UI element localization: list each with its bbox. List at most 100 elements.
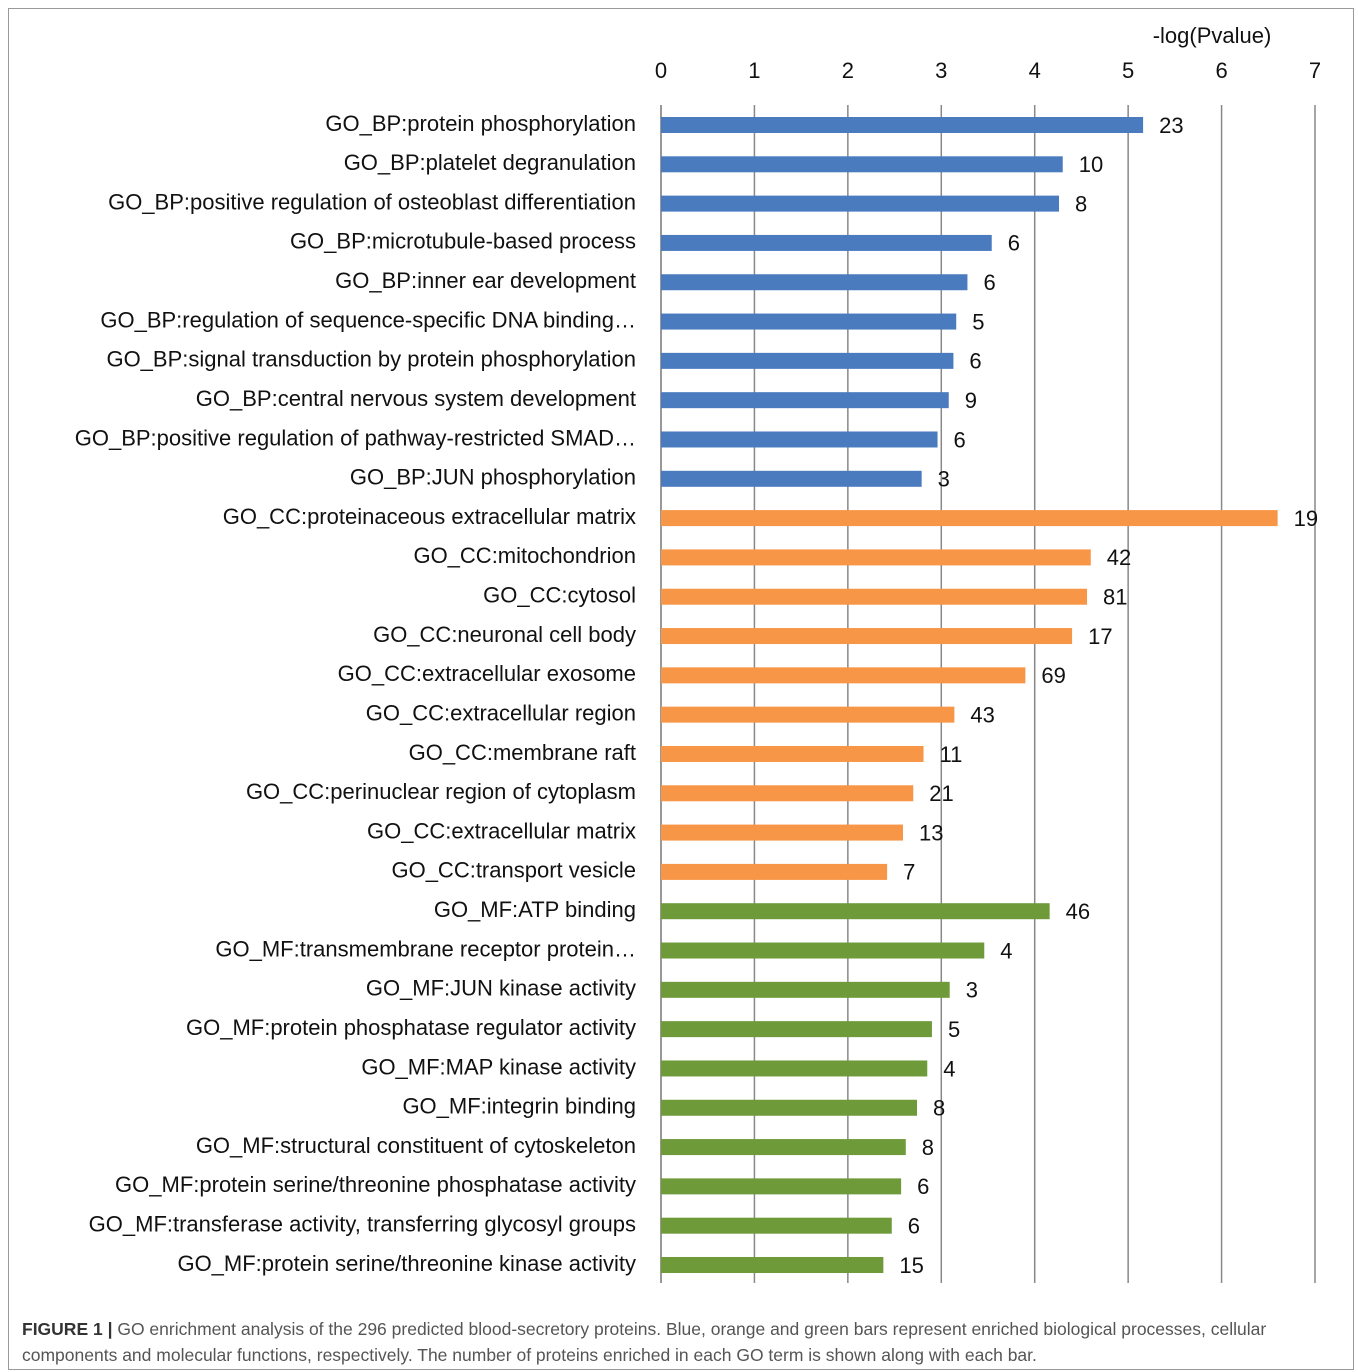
bar (661, 1021, 932, 1038)
x-tick-label: 5 (1122, 58, 1134, 83)
y-tick-label: GO_MF:protein serine/threonine kinase ac… (177, 1251, 636, 1276)
count-label: 8 (1075, 191, 1087, 216)
y-tick-label: GO_BP:regulation of sequence-specific DN… (100, 307, 636, 332)
count-label: 15 (899, 1253, 923, 1278)
y-tick-label: GO_MF:MAP kinase activity (361, 1054, 636, 1079)
y-tick-label: GO_MF:integrin binding (402, 1094, 636, 1119)
bar (661, 510, 1278, 527)
y-tick-label: GO_BP:positive regulation of osteoblast … (108, 189, 636, 214)
count-label: 13 (919, 820, 943, 845)
x-axis-title: -log(Pvalue) (1153, 23, 1272, 48)
bar (661, 942, 985, 959)
y-tick-label: GO_CC:cytosol (483, 583, 636, 608)
bar (661, 863, 888, 880)
x-tick-label: 7 (1309, 58, 1321, 83)
bar (661, 1060, 928, 1077)
bar (661, 431, 938, 448)
count-label: 23 (1159, 113, 1183, 138)
y-tick-label: GO_BP:platelet degranulation (344, 150, 636, 175)
bar (661, 785, 914, 802)
caption: FIGURE 1 | GO enrichment analysis of the… (22, 1316, 1322, 1368)
bar (661, 628, 1073, 645)
count-label: 19 (1294, 506, 1318, 531)
bar (661, 156, 1063, 173)
bar (661, 1257, 884, 1273)
bar (661, 903, 1050, 920)
x-tick-label: 2 (842, 58, 854, 83)
y-tick-label: GO_BP:positive regulation of pathway-res… (75, 425, 636, 450)
chart: -log(Pvalue) 0 1 2 3 4 5 6 7GO_BP:protein phosp… (75, 23, 1321, 1283)
y-tick-label: GO_MF:protein phosphatase regulator acti… (186, 1015, 636, 1040)
y-tick-label: GO_MF:ATP binding (434, 897, 636, 922)
y-tick-label: GO_MF:transmembrane receptor protein… (215, 936, 636, 961)
count-label: 3 (938, 467, 950, 492)
count-label: 42 (1107, 545, 1131, 570)
bar (661, 1099, 917, 1116)
y-tick-label: GO_BP:microtubule-based process (290, 229, 636, 254)
bar (661, 1139, 906, 1156)
bar (661, 392, 949, 409)
count-label: 6 (1008, 231, 1020, 256)
count-label: 8 (922, 1135, 934, 1160)
bar (661, 824, 903, 841)
y-tick-label: GO_MF:protein serine/threonine phosphata… (115, 1172, 636, 1197)
count-label: 17 (1088, 624, 1112, 649)
count-label: 5 (948, 1017, 960, 1042)
y-tick-label: GO_BP:protein phosphorylation (325, 111, 636, 136)
count-label: 11 (940, 742, 963, 767)
y-tick-label: GO_BP:signal transduction by protein pho… (106, 347, 636, 372)
caption-text: GO enrichment analysis of the 296 predic… (22, 1319, 1267, 1365)
count-label: 6 (917, 1174, 929, 1199)
count-label: 43 (970, 702, 994, 727)
y-tick-label: GO_MF:structural constituent of cytoskel… (196, 1133, 636, 1158)
count-label: 6 (954, 427, 966, 452)
bar (661, 981, 950, 998)
bar (661, 274, 968, 291)
y-tick-label: GO_CC:proteinaceous extracellular matrix (223, 504, 636, 529)
count-label: 9 (965, 388, 977, 413)
y-tick-label: GO_BP:JUN phosphorylation (350, 465, 636, 490)
bar (661, 117, 1144, 133)
count-label: 3 (966, 978, 978, 1003)
y-tick-label: GO_CC:extracellular exosome (338, 661, 636, 686)
count-label: 21 (929, 781, 953, 806)
bar (661, 706, 955, 723)
x-tick-label: 6 (1215, 58, 1227, 83)
count-label: 6 (908, 1214, 920, 1239)
count-label: 46 (1066, 899, 1090, 924)
count-label: 4 (1000, 938, 1012, 963)
bar (661, 588, 1088, 605)
bar (661, 352, 954, 369)
y-tick-label: GO_CC:extracellular matrix (367, 818, 636, 843)
bar (661, 470, 922, 487)
bar (661, 1178, 902, 1195)
x-tick-label: 4 (1029, 58, 1041, 83)
count-label: 6 (983, 270, 995, 295)
count-label: 81 (1103, 585, 1127, 610)
caption-label: FIGURE 1 | (22, 1319, 113, 1339)
count-label: 6 (969, 349, 981, 374)
count-label: 8 (933, 1096, 945, 1121)
y-tick-label: GO_BP:inner ear development (335, 268, 636, 293)
bar (661, 667, 1026, 684)
bar (661, 1217, 892, 1234)
bar (661, 745, 924, 762)
bar (661, 313, 957, 330)
count-label: 5 (972, 309, 984, 334)
x-tick-label: 1 (748, 58, 760, 83)
x-tick-label: 0 (655, 58, 667, 83)
y-tick-label: GO_CC:membrane raft (409, 740, 636, 765)
y-tick-label: GO_CC:neuronal cell body (373, 622, 636, 647)
y-tick-label: GO_CC:extracellular region (366, 700, 636, 725)
count-label: 4 (943, 1056, 955, 1081)
bar (661, 234, 992, 251)
count-label: 69 (1041, 663, 1065, 688)
y-tick-label: GO_CC:perinuclear region of cytoplasm (246, 779, 636, 804)
bar (661, 195, 1060, 212)
bar (661, 549, 1091, 566)
y-tick-label: GO_MF:transferase activity, transferring… (89, 1212, 636, 1237)
figure-frame (8, 8, 1354, 1370)
y-tick-label: GO_CC:transport vesicle (391, 858, 636, 883)
x-tick-label: 3 (935, 58, 947, 83)
